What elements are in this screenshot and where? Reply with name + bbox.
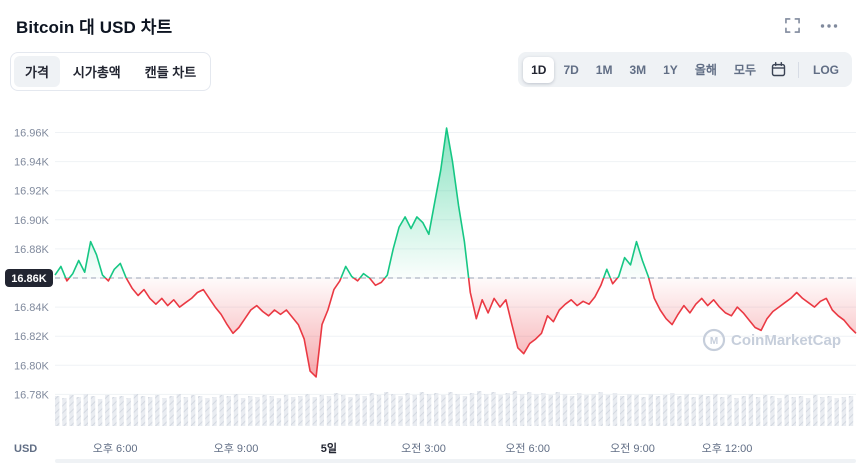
y-axis-label: 16.78K xyxy=(14,389,50,401)
y-axis-label: 16.88K xyxy=(14,244,50,256)
x-axis-label: 오전 6:00 xyxy=(505,442,550,455)
watermark-text: CoinMarketCap xyxy=(731,332,841,349)
log-scale-button[interactable]: LOG xyxy=(805,57,847,83)
area-fill-up xyxy=(55,128,856,278)
price-chart-svg: 16.96K 16.94K 16.92K 16.90K 16.88K 16.84K 16.8… xyxy=(5,127,857,463)
y-axis-label: 16.94K xyxy=(14,157,50,169)
fullscreen-icon xyxy=(785,18,800,33)
x-axis-label: 오전 9:00 xyxy=(610,442,655,455)
calendar-icon xyxy=(771,62,786,77)
coinmarketcap-logo-icon xyxy=(702,328,726,352)
x-axis-label: 오후 9:00 xyxy=(214,442,259,455)
tab-market-cap[interactable]: 시가총액 xyxy=(62,56,132,87)
price-chart[interactable]: 16.96K 16.94K 16.92K 16.90K 16.88K 16.84K 16.8… xyxy=(0,100,860,464)
svg-text:M: M xyxy=(710,336,718,347)
y-axis-label: 16.80K xyxy=(14,360,50,372)
x-axis-label: 오후 6:00 xyxy=(93,442,138,455)
tab-candle-chart[interactable]: 캔들 차트 xyxy=(134,56,207,87)
range-group: 1D 7D 1M 3M 1Y 올해 모두 LOG xyxy=(518,52,852,87)
tab-price[interactable]: 가격 xyxy=(14,56,60,87)
range-3m[interactable]: 3M xyxy=(621,57,654,83)
range-all[interactable]: 모두 xyxy=(726,55,764,84)
range-1y[interactable]: 1Y xyxy=(655,57,686,83)
y-axis-label: 16.96K xyxy=(14,128,50,140)
current-price-badge: 16.86K xyxy=(5,269,53,287)
more-options-button[interactable] xyxy=(818,21,840,31)
range-ytd[interactable]: 올해 xyxy=(687,55,725,84)
price-line-down xyxy=(64,278,857,378)
calendar-button[interactable] xyxy=(765,58,792,81)
more-options-icon xyxy=(820,23,838,28)
page-title: Bitcoin 대 USD 차트 xyxy=(16,18,173,37)
x-axis-label: 오전 3:00 xyxy=(401,442,446,455)
y-axis-label: 16.82K xyxy=(14,331,50,343)
range-7d[interactable]: 7D xyxy=(555,57,586,83)
range-divider xyxy=(798,61,799,78)
volume-bars xyxy=(55,391,854,426)
range-1d[interactable]: 1D xyxy=(523,56,555,83)
x-axis-label: 5일 xyxy=(321,441,337,455)
chart-scrollbar[interactable] xyxy=(55,459,856,463)
unit-label: USD xyxy=(14,443,37,455)
chart-header: Bitcoin 대 USD 차트 xyxy=(0,0,860,38)
chart-toolbar: 가격 시가총액 캔들 차트 1D 7D 1M 3M 1Y 올해 모두 LOG xyxy=(0,38,860,91)
price-line-up xyxy=(54,127,650,278)
y-axis-label: 16.90K xyxy=(14,215,50,227)
header-actions xyxy=(783,16,840,35)
range-1m[interactable]: 1M xyxy=(588,57,621,83)
view-tab-group: 가격 시가총액 캔들 차트 xyxy=(10,52,212,91)
coinmarketcap-watermark: M CoinMarketCap xyxy=(702,328,841,352)
x-axis-label: 오후 12:00 xyxy=(702,442,753,455)
fullscreen-button[interactable] xyxy=(783,16,802,35)
y-axis-label: 16.92K xyxy=(14,186,50,198)
x-axis-labels: 오후 6:00 오후 9:00 5일 오전 3:00 오전 6:00 오전 9:00 오후 … xyxy=(93,441,753,455)
svg-text:16.86K: 16.86K xyxy=(11,273,47,285)
grid-lines: 16.96K 16.94K 16.92K 16.90K 16.88K 16.84K 16.8… xyxy=(14,128,856,401)
y-axis-label: 16.84K xyxy=(14,302,50,314)
area-fill-down xyxy=(55,278,856,377)
